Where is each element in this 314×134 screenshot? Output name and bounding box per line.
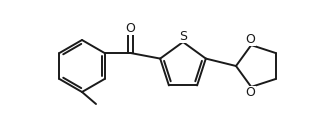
Text: O: O (126, 21, 135, 34)
Text: O: O (245, 86, 255, 99)
Text: S: S (179, 29, 187, 42)
Text: O: O (245, 33, 255, 46)
